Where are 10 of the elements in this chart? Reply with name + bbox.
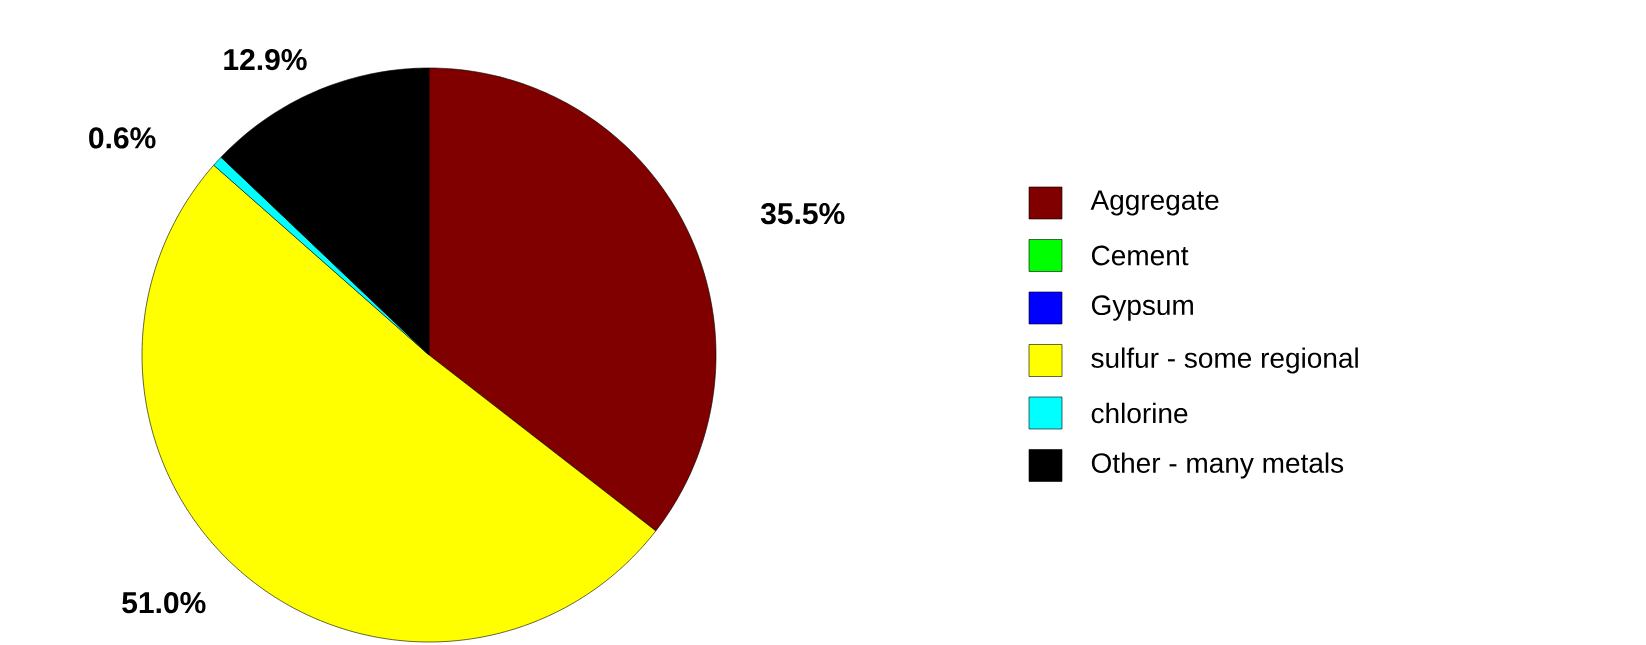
data-label: 51.0% xyxy=(122,592,206,614)
data-label: 35.5% xyxy=(760,202,845,225)
legend-label: Gypsum xyxy=(1091,295,1193,321)
legend-label: Aggregate xyxy=(1090,190,1219,216)
legend-label: Other - many metals xyxy=(1091,452,1344,479)
data-label: 12.9% xyxy=(224,48,307,71)
legend-label: Cement xyxy=(1091,245,1189,266)
legend-label: chlorine xyxy=(1091,402,1188,424)
data-label: 0.6% xyxy=(89,127,156,149)
legend-label: sulfur - some regional xyxy=(1091,347,1358,374)
